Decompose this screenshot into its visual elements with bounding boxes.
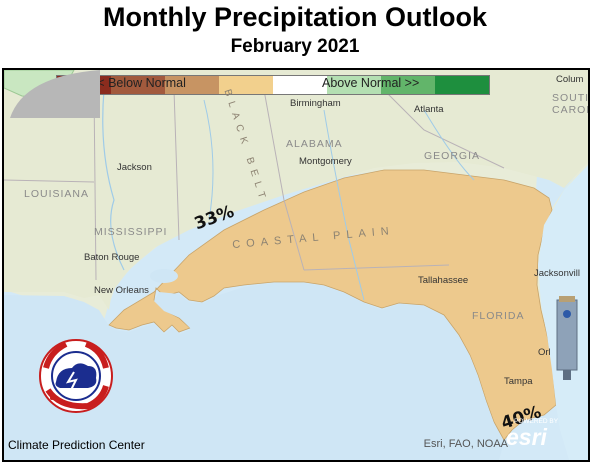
city-montgomery: Montgomery <box>299 156 352 167</box>
state-label-sc-1: SOUTI <box>552 92 590 104</box>
legend-below-label: << Below Normal <box>90 76 186 90</box>
city-baton-rouge: Baton Rouge <box>84 252 140 263</box>
legend-swatch-above-1 <box>327 76 381 94</box>
city-jackson: Jackson <box>117 162 152 173</box>
page-title: Monthly Precipitation Outlook <box>103 2 487 32</box>
map-panel[interactable]: << Below Normal Above Normal >> LOUISIAN… <box>2 68 590 462</box>
esri-logo-icon <box>10 70 100 118</box>
city-tampa: Tampa <box>504 376 533 387</box>
north-land <box>4 70 588 310</box>
legend-above-label: Above Normal >> <box>322 76 420 90</box>
nws-seal-icon <box>39 339 113 413</box>
state-label-mississippi: MISSISSIPPI <box>94 226 168 238</box>
state-label-louisiana: LOUISIANA <box>24 188 90 200</box>
map-attribution[interactable]: Esri, FAO, NOAA <box>423 438 508 450</box>
city-new-orleans: New Orleans <box>94 285 149 296</box>
legend-swatch-above-3 <box>435 76 489 94</box>
state-label-alabama: ALABAMA <box>286 138 343 150</box>
legend-swatch-below-1 <box>165 76 219 94</box>
state-label-sc-2: CAROLI <box>552 104 588 116</box>
city-orlando: Orl <box>538 347 551 358</box>
lake <box>150 269 178 283</box>
rain-gauge-icon <box>556 296 578 380</box>
legend-swatch-above-2 <box>381 76 435 94</box>
powered-by-text: POWERED BY <box>514 418 559 425</box>
city-jacksonville: Jacksonvill <box>534 268 580 279</box>
city-birmingham: Birmingham <box>290 98 341 109</box>
legend-swatch-below-2 <box>111 76 165 94</box>
city-atlanta: Atlanta <box>414 104 444 115</box>
source-credit: Climate Prediction Center <box>8 438 145 452</box>
gulf-water <box>4 283 504 460</box>
esri-logo-text: esri <box>506 424 547 450</box>
state-label-georgia: GEORGIA <box>424 150 481 162</box>
legend-swatch-normal <box>273 76 327 94</box>
map-canvas <box>4 70 588 460</box>
state-label-florida: FLORIDA <box>472 310 525 322</box>
city-tallahassee: Tallahassee <box>418 275 469 286</box>
city-columbia: Colum <box>556 74 584 85</box>
legend-swatch-below-0 <box>219 76 273 94</box>
page-subtitle: February 2021 <box>230 36 360 57</box>
